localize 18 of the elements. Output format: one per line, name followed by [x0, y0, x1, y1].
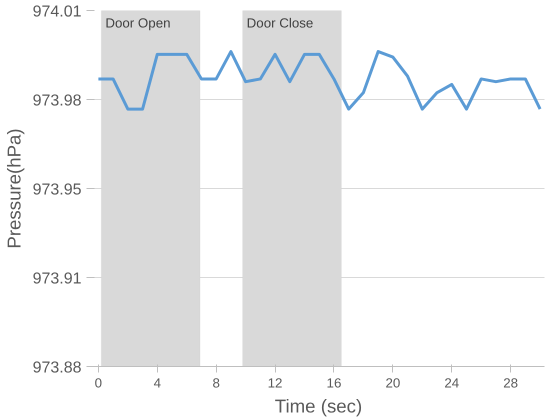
- y-axis-title: Pressure(hPa): [4, 128, 25, 249]
- y-tick-label: 973.95: [32, 182, 82, 198]
- x-tick-label: 8: [212, 376, 220, 390]
- y-tick-label: 973.91: [32, 270, 82, 288]
- y-tick-label: 973.88: [32, 360, 82, 376]
- x-tick-label: 16: [326, 376, 342, 390]
- x-tick-label: 0: [94, 376, 102, 390]
- x-axis-title: Time (sec): [274, 396, 362, 416]
- line-series: [96, 50, 542, 111]
- x-tick-label: 28: [503, 376, 518, 390]
- band-label: Door Open: [105, 16, 171, 30]
- band-label: Door Close: [246, 16, 314, 30]
- x-tick-label: 24: [444, 376, 460, 390]
- x-tick-label: 4: [154, 376, 162, 390]
- y-tick-label: 973.98: [32, 92, 82, 110]
- y-tick-label: 974.01: [32, 4, 82, 20]
- x-tick-label: 12: [268, 376, 282, 390]
- x-tick-label: 20: [385, 376, 400, 390]
